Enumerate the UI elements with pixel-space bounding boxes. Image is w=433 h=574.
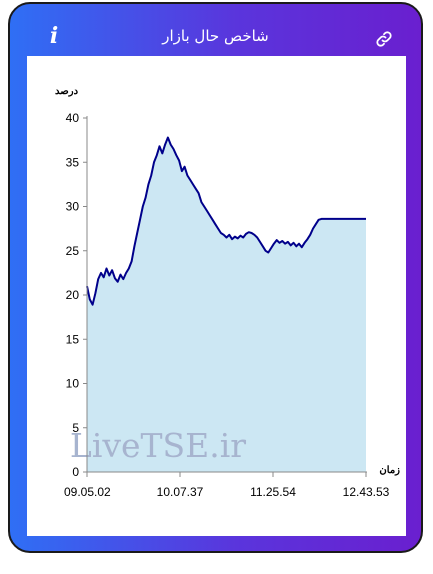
header-bar: i شاخص حال بازار (10, 4, 421, 56)
series-line (86, 136, 366, 306)
y-tick-label: 25 (66, 244, 80, 258)
x-tick-label: 12.43.53 (343, 485, 390, 499)
info-icon[interactable]: i (49, 23, 59, 49)
x-axis-title: زمان (379, 465, 400, 476)
y-tick-label: 40 (66, 111, 80, 125)
y-tick-label: 5 (72, 421, 79, 435)
y-tick-label: 30 (66, 200, 80, 214)
y-tick-label: 10 (66, 377, 80, 391)
x-tick-label: 10.07.37 (157, 485, 204, 499)
y-tick-label: 35 (66, 155, 80, 169)
y-axis-title: درصد (55, 86, 79, 97)
series-area (87, 137, 366, 472)
x-tick-label: 09.05.02 (64, 485, 111, 499)
link-icon[interactable] (375, 30, 393, 48)
y-tick-label: 20 (66, 288, 80, 302)
market-index-chart: LiveTSE.ir 0 5 10 15 20 25 30 35 40 09.05.02 10.07… (55, 86, 400, 499)
chart-panel: LiveTSE.ir 0 5 10 15 20 25 30 35 40 09.05.02 10.07… (27, 56, 406, 536)
area-layer (86, 136, 366, 472)
y-tick-label: 15 (66, 332, 80, 346)
y-tick-label: 0 (72, 465, 79, 479)
x-tick-label: 11.25.54 (250, 485, 296, 499)
axes-layer: 0 5 10 15 20 25 30 35 40 09.05.02 10.07.37 11.25.54… (64, 111, 390, 499)
watermark: LiveTSE.ir (70, 426, 246, 465)
app-window: i شاخص حال بازار LiveTSE.ir 0 5 10 15 20 25 30… (8, 2, 423, 553)
page-title: شاخص حال بازار (162, 27, 269, 45)
